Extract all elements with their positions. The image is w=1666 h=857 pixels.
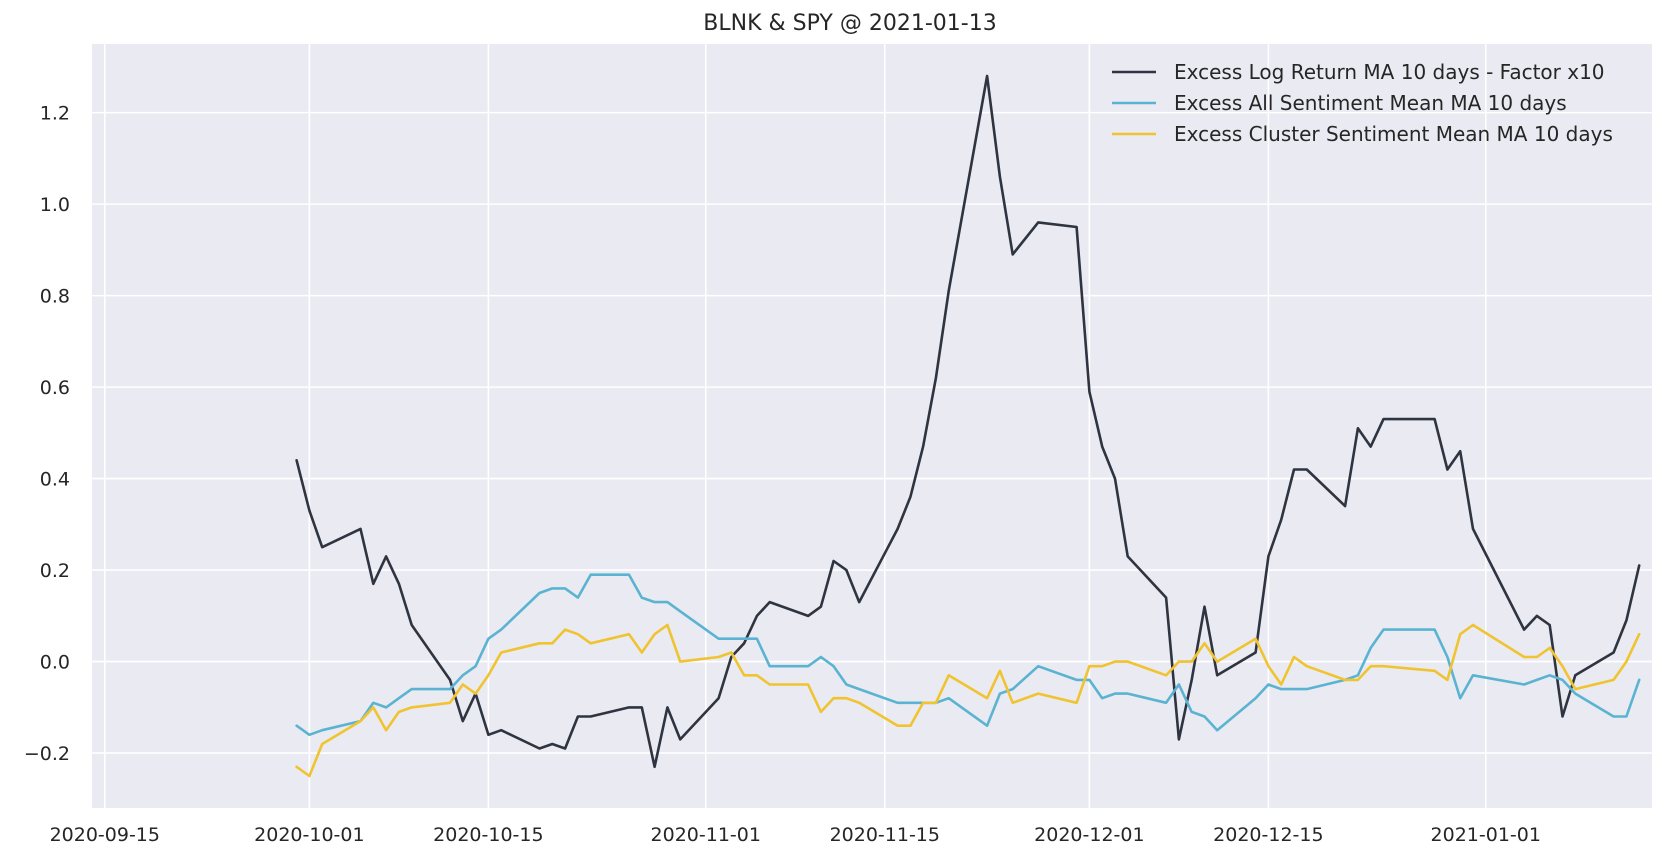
x-tick-label: 2020-12-15 (1213, 824, 1323, 846)
y-tick-label: 0.6 (40, 377, 70, 399)
x-tick-label: 2020-10-01 (254, 824, 364, 846)
y-tick-label: 0.0 (40, 652, 70, 674)
y-tick-label: 0.2 (40, 560, 70, 582)
grid (92, 44, 1652, 808)
x-tick-label: 2020-12-01 (1034, 824, 1144, 846)
y-tick-label: −0.2 (24, 743, 70, 765)
legend-label: Excess All Sentiment Mean MA 10 days (1174, 91, 1567, 115)
y-tick-label: 0.4 (40, 469, 70, 491)
legend-label: Excess Cluster Sentiment Mean MA 10 days (1174, 122, 1613, 146)
y-tick-label: 1.2 (40, 103, 70, 125)
chart-title: BLNK & SPY @ 2021-01-13 (703, 11, 996, 36)
x-axis: 2020-09-15 2020-10-01 2020-10-15 2020-11-01… (50, 824, 1541, 846)
y-tick-label: 1.0 (40, 194, 70, 216)
y-axis: −0.2 0.0 0.2 0.4 0.6 0.8 1.0 1.2 (24, 103, 70, 765)
x-tick-label: 2020-10-15 (433, 824, 543, 846)
x-tick-label: 2020-09-15 (50, 824, 160, 846)
x-tick-label: 2020-11-01 (651, 824, 761, 846)
legend: Excess Log Return MA 10 days - Factor x1… (1112, 60, 1613, 146)
y-tick-label: 0.8 (40, 286, 70, 308)
plot-area (92, 44, 1652, 808)
x-tick-label: 2021-01-01 (1431, 824, 1541, 846)
x-tick-label: 2020-11-15 (830, 824, 940, 846)
legend-label: Excess Log Return MA 10 days - Factor x1… (1174, 60, 1605, 84)
series-line-3 (295, 623, 1641, 778)
series-line-1 (295, 74, 1641, 769)
series-group (295, 74, 1641, 778)
